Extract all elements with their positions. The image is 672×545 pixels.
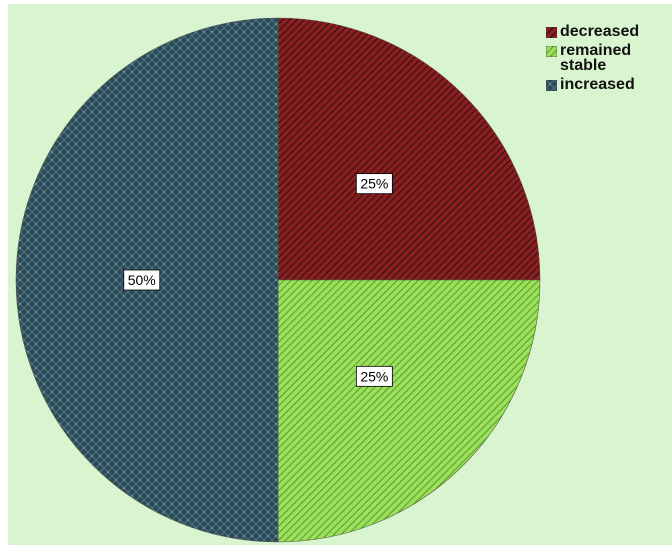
svg-text:25%: 25% — [360, 176, 388, 192]
legend-label: remained stable — [560, 42, 632, 74]
pie-slice-decreased — [277, 17, 541, 281]
legend-item-decreased: decreased — [546, 23, 640, 40]
svg-text:25%: 25% — [360, 368, 388, 384]
pie-slice-remained-stable — [277, 279, 541, 543]
chart-panel: 25% 25% 50% decreased remained stable increa… — [8, 4, 672, 545]
legend-item-increased: increased — [546, 76, 639, 93]
pie-chart: 25% 25% 50% — [8, 4, 672, 545]
legend-swatch — [546, 27, 557, 38]
pie-slices — [15, 17, 541, 543]
legend-swatch — [546, 80, 557, 91]
data-label-increased: 50% — [123, 269, 161, 291]
legend-swatch — [546, 46, 557, 57]
legend-item-remained-stable: remained stable — [546, 42, 639, 74]
pie-data-labels: 25% 25% 50% — [123, 173, 393, 387]
data-label-decreased: 25% — [355, 173, 393, 195]
legend: decreased remained stable increased — [546, 24, 639, 96]
data-label-remained-stable: 25% — [355, 365, 393, 387]
svg-text:50%: 50% — [128, 272, 156, 288]
legend-label: increased — [560, 76, 635, 93]
legend-label: decreased — [560, 23, 640, 40]
